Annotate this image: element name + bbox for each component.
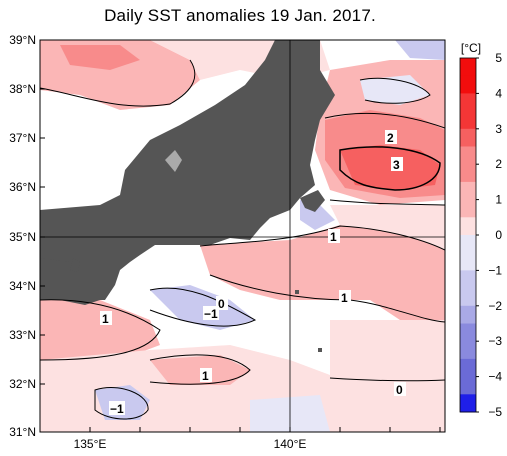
land-awaji-island bbox=[70, 258, 80, 272]
lat-label: 39°N bbox=[9, 33, 36, 47]
contour-line bbox=[149, 354, 251, 385]
contour-label: −1 bbox=[204, 307, 218, 321]
map-title: Daily SST anomalies 19 Jan. 2017. bbox=[104, 6, 376, 25]
land-honshu bbox=[40, 40, 335, 300]
contour-label: 1 bbox=[202, 369, 209, 383]
colorbar-cell bbox=[460, 305, 476, 324]
contour-label: 0 bbox=[396, 383, 403, 397]
colorbar-cell bbox=[460, 181, 476, 201]
contour-line bbox=[149, 287, 257, 327]
lat-label: 37°N bbox=[9, 131, 36, 145]
lat-label: 38°N bbox=[9, 82, 36, 96]
colorbar-tick-label: −5 bbox=[488, 405, 502, 419]
map-panel: 2 3 1 1 0 −1 1 1 0 −1 bbox=[9, 33, 446, 451]
land-izu-islands bbox=[295, 290, 299, 294]
contour-line bbox=[329, 199, 445, 206]
colorbar-cell bbox=[460, 394, 476, 413]
colorbar-cell bbox=[460, 288, 476, 307]
colorbar-cell bbox=[460, 75, 476, 94]
colorbar-unit: [°C] bbox=[461, 41, 481, 55]
colorbar-cell bbox=[460, 235, 476, 254]
colorbar-cell bbox=[460, 199, 476, 218]
contour-label: 3 bbox=[393, 158, 400, 172]
colorbar-cell bbox=[460, 93, 476, 112]
lat-label: 33°N bbox=[9, 328, 36, 342]
colorbar-cell bbox=[460, 358, 476, 378]
colorbar: [°C] 5 4 3 2 1 0 −1 −2 −3 −4 −5 bbox=[459, 41, 502, 419]
sst-anomaly-field bbox=[40, 40, 445, 432]
contour-label: 0 bbox=[218, 297, 225, 311]
colorbar-cells bbox=[460, 58, 476, 413]
anomaly-region-warm-northeast-3 bbox=[340, 145, 440, 190]
colorbar-ticks: 5 4 3 2 1 0 −1 −2 −3 −4 −5 bbox=[476, 51, 502, 419]
anomaly-region-cool-northeast-2 bbox=[360, 75, 430, 105]
colorbar-cell bbox=[460, 323, 476, 342]
colorbar-tick-label: −2 bbox=[488, 299, 502, 313]
colorbar-cell bbox=[460, 376, 476, 395]
colorbar-cell bbox=[460, 341, 476, 360]
lat-label: 32°N bbox=[9, 377, 36, 391]
colorbar-tick-label: −1 bbox=[488, 263, 502, 277]
lat-label: 35°N bbox=[9, 230, 36, 244]
anomaly-region-warm-southeast bbox=[330, 320, 445, 432]
contour-line bbox=[324, 112, 445, 129]
lake-biwa bbox=[165, 150, 182, 172]
latitude-axis: 39°N 38°N 37°N 36°N 35°N 34°N 33°N 32°N … bbox=[9, 33, 45, 439]
contour-line bbox=[40, 59, 196, 107]
contour-line bbox=[359, 77, 431, 104]
colorbar-tick-label: −4 bbox=[488, 370, 502, 384]
contour-line bbox=[199, 225, 445, 251]
anomaly-region-warm-kuroshio bbox=[200, 225, 445, 320]
longitude-axis: 135°E 140°E bbox=[74, 427, 441, 451]
lat-label: 36°N bbox=[9, 180, 36, 194]
colorbar-tick-label: 0 bbox=[495, 228, 502, 242]
colorbar-cell bbox=[460, 217, 476, 236]
map-frame bbox=[39, 39, 446, 433]
lat-label: 34°N bbox=[9, 279, 36, 293]
colorbar-cell bbox=[460, 111, 476, 130]
land-shikoku bbox=[40, 258, 100, 305]
colorbar-cell bbox=[460, 146, 476, 165]
contour-line bbox=[94, 387, 149, 420]
contour-label: −1 bbox=[110, 402, 124, 416]
anomaly-region-cool-northeast bbox=[395, 40, 445, 60]
colorbar-tick-label: 2 bbox=[495, 157, 502, 171]
anomaly-region-cool-central bbox=[150, 285, 255, 330]
lon-label: 135°E bbox=[74, 437, 107, 451]
contour-label: 2 bbox=[387, 131, 394, 145]
contour-line bbox=[40, 299, 161, 361]
anomaly-region-warm-shikoku-2 bbox=[40, 300, 160, 360]
colorbar-tick-label: 1 bbox=[495, 193, 502, 207]
contour-label: 1 bbox=[102, 312, 109, 326]
land-boso-peninsula bbox=[300, 190, 325, 212]
land-hachijo-island bbox=[318, 348, 322, 352]
colorbar-tick-label: 4 bbox=[495, 86, 502, 100]
lon-label: 140°E bbox=[274, 437, 307, 451]
contour-label-group: 2 3 1 1 0 −1 1 1 0 −1 bbox=[100, 130, 406, 416]
contour-label: 1 bbox=[330, 230, 337, 244]
contour-line bbox=[329, 377, 445, 382]
colorbar-cell bbox=[460, 128, 476, 147]
colorbar-cell bbox=[460, 164, 476, 183]
colorbar-cell bbox=[460, 58, 476, 77]
colorbar-cell bbox=[460, 252, 476, 271]
colorbar-tick-label: 5 bbox=[495, 51, 502, 65]
colorbar-tick-label: −3 bbox=[488, 334, 502, 348]
colorbar-cell bbox=[460, 270, 476, 289]
contour-line bbox=[339, 146, 441, 191]
colorbar-tick-label: 3 bbox=[495, 122, 502, 136]
anomaly-region-warm-north-inner bbox=[60, 45, 140, 70]
lat-label: 31°N bbox=[9, 425, 36, 439]
contour-label: 1 bbox=[341, 291, 348, 305]
